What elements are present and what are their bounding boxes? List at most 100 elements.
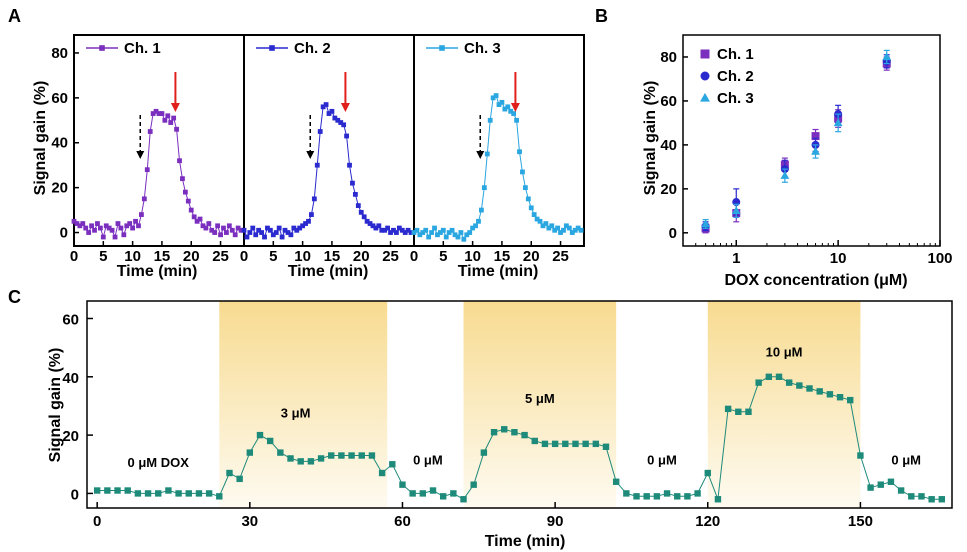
panel-a-xtick-label: 25 bbox=[382, 248, 399, 265]
panel-a-point bbox=[212, 230, 218, 235]
panel-a-black-arrow-head bbox=[476, 151, 485, 159]
panel-c-point bbox=[419, 490, 427, 497]
panel-c-point bbox=[358, 452, 365, 459]
panel-a-point bbox=[188, 207, 194, 213]
panel-a-point bbox=[396, 225, 402, 231]
panel-c-point bbox=[409, 490, 416, 497]
panel-a-point bbox=[80, 221, 86, 226]
panel-a-point bbox=[461, 236, 467, 242]
panel-label-b: B bbox=[595, 6, 608, 26]
panel-a-point bbox=[423, 227, 429, 233]
panel-a-point bbox=[156, 111, 162, 116]
panel-b-point bbox=[780, 171, 790, 179]
panel-a-xtick-label: 10 bbox=[464, 248, 481, 265]
panel-c-ytick-label: 20 bbox=[62, 428, 79, 445]
panel-a-point bbox=[241, 227, 247, 233]
panel-a-legend-marker bbox=[99, 45, 105, 51]
panel-a-point bbox=[449, 227, 455, 233]
panel-c-point bbox=[216, 493, 223, 500]
panel-a-series-line-1 bbox=[73, 110, 242, 239]
panel-a-point bbox=[537, 218, 543, 224]
panel-c-point bbox=[745, 408, 752, 415]
panel-a-point bbox=[499, 99, 505, 105]
panel-a-point bbox=[209, 227, 215, 233]
panel-b-ytick-label: 40 bbox=[660, 137, 677, 154]
panel-a-point bbox=[484, 151, 490, 157]
panel-c-frame bbox=[86, 300, 953, 509]
panel-a-point bbox=[440, 227, 446, 233]
panel-a-point bbox=[520, 169, 525, 175]
panel-a-point bbox=[561, 227, 566, 233]
panel-a-point bbox=[455, 234, 461, 240]
panel-a-point bbox=[432, 225, 437, 231]
panel-c-point bbox=[287, 455, 294, 462]
panel-a-ytick-label: 0 bbox=[60, 225, 68, 242]
panel-b-chart: Signal gain (%) DOX concentration (μM) 0… bbox=[642, 34, 953, 289]
panel-a-legend-label: Ch. 3 bbox=[464, 40, 501, 57]
panel-a-point bbox=[525, 196, 531, 202]
panel-a-point bbox=[332, 115, 338, 121]
panel-a-point bbox=[364, 218, 370, 224]
panel-a-black-arrow-head bbox=[136, 151, 145, 159]
panel-a-point bbox=[564, 223, 569, 229]
panel-a-point bbox=[247, 230, 253, 235]
panel-label-a: A bbox=[8, 6, 21, 26]
panel-a-point bbox=[232, 232, 238, 238]
panel-c-point bbox=[633, 493, 640, 500]
panel-c-ytick-label: 60 bbox=[62, 311, 79, 328]
panel-a-point bbox=[311, 196, 317, 202]
panel-b-frame bbox=[682, 34, 941, 247]
panel-b-ytick-label: 0 bbox=[669, 225, 677, 242]
panel-a-point bbox=[221, 225, 226, 231]
panel-c-ytick-label: 40 bbox=[62, 370, 79, 387]
panel-b-legend-marker bbox=[700, 71, 710, 81]
panel-a-point bbox=[71, 218, 77, 224]
panel-a-xtick-label: 0 bbox=[240, 248, 248, 265]
panel-a-point bbox=[235, 225, 241, 231]
panel-a-point bbox=[522, 185, 528, 191]
panel-a-frame-1 bbox=[73, 34, 245, 247]
panel-a-point bbox=[244, 234, 250, 240]
panel-a-point bbox=[127, 221, 133, 226]
panel-c-point bbox=[368, 452, 376, 459]
panel-a-point bbox=[555, 225, 561, 231]
panel-a-point bbox=[288, 232, 294, 238]
panel-a-point bbox=[411, 230, 417, 235]
panel-a-point bbox=[300, 223, 306, 229]
panel-a-xtick-label: 20 bbox=[353, 248, 370, 265]
panel-a-xtick-label: 0 bbox=[70, 248, 78, 265]
panel-a-point bbox=[505, 104, 511, 110]
panel-b-point bbox=[833, 118, 843, 127]
panel-c-point bbox=[877, 481, 884, 488]
panel-a-point bbox=[566, 225, 572, 231]
panel-c-point bbox=[612, 478, 620, 485]
panel-c-xtick-label: 30 bbox=[241, 513, 258, 530]
panel-label-c: C bbox=[8, 287, 21, 307]
panel-a-point bbox=[543, 221, 549, 226]
panel-a-point bbox=[144, 167, 150, 173]
panel-b-legend-marker bbox=[700, 49, 710, 59]
panel-c-point bbox=[114, 487, 121, 494]
panel-a-point bbox=[259, 230, 264, 235]
panel-a-point bbox=[314, 162, 320, 168]
panel-a-point bbox=[171, 115, 177, 121]
panel-c-point bbox=[836, 394, 844, 401]
panel-a-point bbox=[534, 216, 540, 222]
panel-c-point bbox=[735, 408, 742, 415]
panel-a-point bbox=[303, 221, 308, 226]
panel-a-point bbox=[97, 225, 103, 231]
panel-a-point bbox=[367, 221, 373, 226]
panel-a-point bbox=[194, 218, 200, 224]
panel-a-point bbox=[552, 227, 558, 233]
panel-a-point bbox=[481, 185, 487, 191]
panel-a-point bbox=[490, 95, 496, 101]
panel-a-point bbox=[338, 120, 344, 125]
panel-c-shaded-region bbox=[707, 301, 861, 508]
panel-a-point bbox=[130, 225, 136, 231]
panel-b-point bbox=[701, 219, 710, 228]
panel-b-legend-marker bbox=[700, 92, 710, 102]
panel-a-ytick-label: 60 bbox=[51, 90, 68, 107]
panel-c-point bbox=[531, 437, 538, 445]
panel-b-point bbox=[811, 146, 820, 155]
panel-c-point bbox=[134, 490, 142, 497]
